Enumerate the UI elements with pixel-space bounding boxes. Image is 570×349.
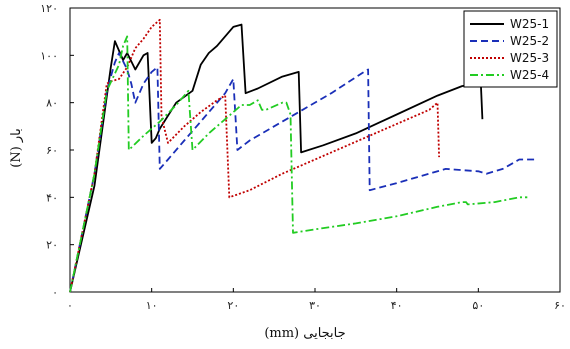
y-ticks: ۰ ۲۰ ۴۰ ۶۰ ۸۰ ۱۰۰ ۱۲۰ (40, 2, 74, 299)
series-group (69, 18, 536, 293)
y-tick-label: ۰ (52, 286, 58, 299)
y-tick-label: ۸۰ (46, 97, 58, 110)
legend-label: W25-2 (510, 34, 549, 48)
legend-label: W25-3 (510, 51, 549, 65)
x-axis-label: جابجایی (mm) (264, 326, 345, 341)
y-tick-label: ۱۰۰ (40, 49, 58, 62)
x-tick-label: ۱۰ (146, 299, 158, 312)
series-line-w25-4 (69, 35, 528, 293)
x-tick-label: ۳۰ (309, 299, 321, 312)
series-line-w25-3 (69, 18, 440, 293)
x-tick-label: ۴۰ (391, 299, 403, 312)
y-tick-label: ۴۰ (46, 191, 58, 204)
legend-label: W25-1 (510, 17, 549, 31)
y-tick-label: ۱۲۰ (40, 2, 58, 15)
x-tick-label: ۲۰ (227, 299, 239, 312)
x-tick-label: ۰ (67, 299, 73, 312)
legend-label: W25-4 (510, 68, 549, 82)
series-line-w25-2 (69, 52, 536, 293)
x-tick-label: ۶۰ (554, 299, 566, 312)
y-tick-label: ۶۰ (46, 144, 58, 157)
series-line-w25-1 (69, 23, 484, 293)
y-tick-label: ۲۰ (46, 239, 58, 252)
y-axis-label: بار (N) (9, 128, 24, 168)
legend: W25-1 W25-2 W25-3 W25-4 (463, 10, 558, 88)
x-tick-label: ۵۰ (472, 299, 484, 312)
